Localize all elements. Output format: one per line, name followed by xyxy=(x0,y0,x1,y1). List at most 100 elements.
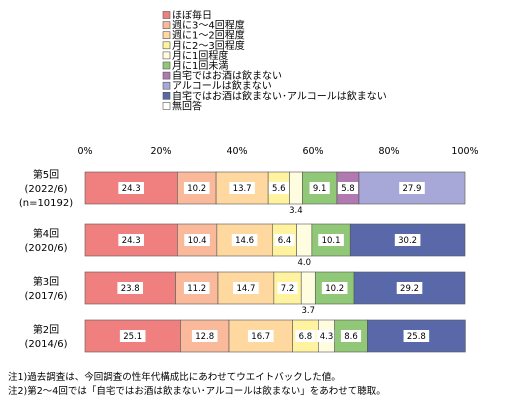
value-label-bg-0-0 xyxy=(118,182,144,194)
footnote-1: 注1)過去調査は、今回調査の性年代構成比にあわせてウエイトバックした値。 xyxy=(8,371,341,383)
value-label-0-6: 5.8 xyxy=(341,184,355,194)
bars: 24.3 10.2 13.7 5.6 3.4 9.1 5.8 27.9 24.3 10.4 14.6… xyxy=(84,171,466,353)
value-label-bg-0-7 xyxy=(399,182,425,194)
value-label-bg-1-0 xyxy=(118,234,144,246)
category-label-1-0: 第4回 xyxy=(33,227,59,240)
legend-swatch-7 xyxy=(162,81,171,90)
legend-swatch-0 xyxy=(162,11,171,19)
value-label-bg-2-8 xyxy=(396,282,423,294)
value-label-0-4: 3.4 xyxy=(289,206,303,216)
legend-swatch-4 xyxy=(162,51,171,60)
legend-swatch-5 xyxy=(162,61,171,70)
value-label-bg-3-2 xyxy=(247,330,274,342)
legend-label-2: 週に1～2回程度 xyxy=(172,29,245,42)
value-label-0-0: 24.3 xyxy=(122,184,141,194)
category-label-1-1: (2020/6) xyxy=(25,243,68,254)
bar-segment-2-4 xyxy=(300,271,316,305)
legend-label-8: 自宅ではお酒は飲まない･アルコールは飲まない xyxy=(172,89,387,102)
legend-label-4: 月に1回程度 xyxy=(172,49,228,62)
footnotes: 注1)過去調査は、今回調査の性年代構成比にあわせてウエイトバックした値。注2)第… xyxy=(8,371,386,397)
value-label-bg-3-8 xyxy=(403,330,430,342)
value-label-0-1: 10.2 xyxy=(187,184,206,194)
value-label-2-8: 29.2 xyxy=(400,284,419,294)
category-label-0-2: (n=10192) xyxy=(19,198,73,209)
legend-swatch-1 xyxy=(162,21,171,29)
legend: ほぼ毎日週に3～4回程度週に1～2回程度月に2～3回程度月に1回程度月に1回未満… xyxy=(162,9,387,112)
value-label-1-0: 24.3 xyxy=(122,236,141,246)
value-label-bg-2-0 xyxy=(117,282,144,294)
footnote-2: 注2)第2～4回では「自宅ではお酒は飲まない･アルコールは飲まない」をあわせて聴… xyxy=(8,385,386,397)
value-label-bg-3-0 xyxy=(119,330,146,342)
value-label-bg-2-1 xyxy=(183,282,210,294)
legend-label-5: 月に1回未満 xyxy=(172,60,228,72)
legend-swatch-9 xyxy=(162,102,171,110)
category-label-0-1: (2022/6) xyxy=(25,184,68,195)
value-label-bg-1-1 xyxy=(184,234,210,246)
bar-segment-0-4 xyxy=(289,171,303,205)
value-label-2-3: 7.2 xyxy=(281,284,295,294)
legend-label-6: 自宅ではお酒は飲まない xyxy=(172,69,282,82)
value-label-0-2: 13.7 xyxy=(233,184,252,194)
value-label-bg-0-1 xyxy=(183,182,210,194)
legend-label-3: 月に2～3回程度 xyxy=(172,39,245,52)
x-tick-label-4: 80% xyxy=(378,146,399,157)
value-label-bg-2-3 xyxy=(277,282,298,294)
value-label-bg-3-1 xyxy=(191,330,218,342)
value-label-1-1: 10.4 xyxy=(188,236,207,246)
value-label-3-2: 16.7 xyxy=(251,332,270,342)
value-label-bg-3-4 xyxy=(316,330,337,342)
value-label-3-3: 6.8 xyxy=(299,332,313,342)
value-label-3-1: 12.8 xyxy=(195,332,214,342)
value-label-2-1: 11.2 xyxy=(187,284,206,294)
value-label-2-2: 14.7 xyxy=(236,284,255,294)
value-label-0-7: 27.9 xyxy=(403,184,422,194)
value-label-bg-3-5 xyxy=(340,330,362,342)
value-label-bg-1-3 xyxy=(274,234,295,246)
value-label-bg-1-8 xyxy=(394,234,421,246)
value-label-3-4: 4.3 xyxy=(320,332,334,342)
category-label-3-0: 第2回 xyxy=(33,323,59,336)
value-label-3-5: 8.6 xyxy=(344,332,358,342)
value-label-bg-2-2 xyxy=(233,282,259,294)
value-label-2-5: 10.2 xyxy=(325,284,344,294)
category-label-0-0: 第5回 xyxy=(33,168,59,181)
value-label-1-8: 30.2 xyxy=(398,236,417,246)
legend-label-9: 無回答 xyxy=(172,99,202,112)
value-label-1-5: 10.1 xyxy=(322,236,341,246)
legend-label-7: アルコールは飲まない xyxy=(172,79,272,92)
category-label-2-0: 第3回 xyxy=(33,275,59,288)
value-label-2-0: 23.8 xyxy=(121,284,140,294)
value-label-3-8: 25.8 xyxy=(407,332,426,342)
category-label-3-1: (2014/6) xyxy=(25,339,68,350)
x-tick-label-1: 20% xyxy=(150,146,171,157)
value-label-bg-2-5 xyxy=(321,282,348,294)
value-label-1-3: 6.4 xyxy=(278,236,292,246)
value-label-1-2: 14.6 xyxy=(235,236,254,246)
value-label-bg-0-3 xyxy=(268,182,289,194)
category-labels: 第5回 (2022/6) (n=10192) 第4回 (2020/6) 第3回 (2017/… xyxy=(19,168,73,350)
value-label-0-5: 9.1 xyxy=(313,184,327,194)
value-label-bg-1-5 xyxy=(318,234,344,246)
legend-swatch-6 xyxy=(162,71,171,80)
x-tick-label-0: 0% xyxy=(77,146,92,157)
x-tick-label-5: 100% xyxy=(451,146,478,157)
value-label-bg-0-2 xyxy=(229,182,255,194)
value-label-bg-1-2 xyxy=(231,234,258,246)
x-axis: 0% 20% 40% 60% 80% 100% xyxy=(77,146,478,157)
value-label-2-4: 3.7 xyxy=(301,306,315,316)
legend-swatch-8 xyxy=(162,92,171,100)
legend-swatch-3 xyxy=(162,41,171,50)
value-label-bg-0-5 xyxy=(309,182,330,194)
x-tick-label-3: 60% xyxy=(302,146,323,157)
value-label-bg-3-3 xyxy=(295,330,316,342)
legend-swatch-2 xyxy=(162,31,171,40)
value-label-0-3: 5.6 xyxy=(272,184,286,194)
value-label-3-0: 25.1 xyxy=(123,332,142,342)
legend-label-0: ほぼ毎日 xyxy=(172,9,212,22)
value-label-bg-0-6 xyxy=(337,182,359,194)
x-tick-label-2: 40% xyxy=(226,146,247,157)
bar-segment-1-4 xyxy=(296,223,313,257)
legend-label-1: 週に3～4回程度 xyxy=(172,19,245,32)
category-label-2-1: (2017/6) xyxy=(25,291,68,302)
